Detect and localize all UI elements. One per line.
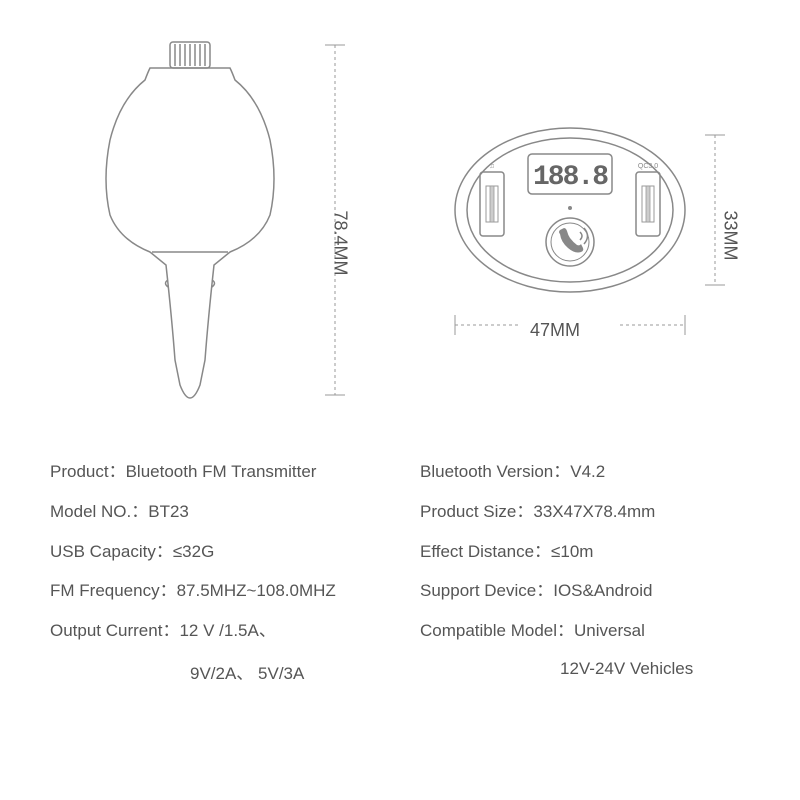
spec-value: V4.2 — [570, 462, 605, 481]
front-height-label: 33MM — [720, 211, 741, 261]
spec-value: 87.5MHZ~108.0MHZ — [177, 581, 336, 600]
spec-row: Effect Distance：≤10m — [420, 540, 750, 564]
diagram-area: 78.4MM 188.8 ♫ QC3.0 — [30, 20, 770, 420]
spec-label: USB Capacity： — [50, 542, 173, 561]
spec-value: BT23 — [148, 502, 189, 521]
spec-sub-value: 12V-24V Vehicles — [420, 659, 750, 679]
specs-area: Product：Bluetooth FM Transmitter Model N… — [50, 460, 750, 684]
spec-row: USB Capacity：≤32G — [50, 540, 380, 564]
spec-label: Product： — [50, 462, 126, 481]
spec-row: Bluetooth Version：V4.2 — [420, 460, 750, 484]
spec-value: 12 V /1.5A、 — [179, 621, 275, 640]
spec-row: Product：Bluetooth FM Transmitter — [50, 460, 380, 484]
spec-row: Output Current：12 V /1.5A、 — [50, 619, 380, 643]
spec-value: Bluetooth FM Transmitter — [126, 462, 317, 481]
spec-label: Compatible Model： — [420, 621, 574, 640]
svg-text:♫: ♫ — [489, 163, 494, 170]
spec-value: Universal — [574, 621, 645, 640]
device-front-view: 188.8 ♫ QC3.0 — [450, 120, 690, 300]
specs-left-column: Product：Bluetooth FM Transmitter Model N… — [50, 460, 380, 684]
side-height-label: 78.4MM — [330, 211, 351, 276]
svg-text:QC3.0: QC3.0 — [638, 163, 658, 170]
spec-label: Output Current： — [50, 621, 179, 640]
spec-label: Effect Distance： — [420, 542, 551, 561]
display-value: 188.8 — [533, 162, 608, 193]
spec-row: Product Size：33X47X78.4mm — [420, 500, 750, 524]
front-width-label: 47MM — [530, 320, 580, 341]
spec-row: Compatible Model：Universal — [420, 619, 750, 643]
spec-label: Model NO.： — [50, 502, 148, 521]
spec-row: FM Frequency：87.5MHZ~108.0MHZ — [50, 579, 380, 603]
specs-right-column: Bluetooth Version：V4.2 Product Size：33X4… — [420, 460, 750, 684]
spec-row: Model NO.：BT23 — [50, 500, 380, 524]
spec-label: Support Device： — [420, 581, 553, 600]
spec-label: Product Size： — [420, 502, 533, 521]
spec-value: 33X47X78.4mm — [533, 502, 655, 521]
spec-value: ≤10m — [551, 542, 593, 561]
spec-row: Support Device：IOS&Android — [420, 579, 750, 603]
device-side-view — [90, 40, 290, 400]
spec-label: Bluetooth Version： — [420, 462, 570, 481]
spec-value: IOS&Android — [553, 581, 652, 600]
spec-sub-value: 9V/2A、 5V/3A — [50, 659, 380, 684]
spec-value: ≤32G — [173, 542, 214, 561]
spec-label: FM Frequency： — [50, 581, 177, 600]
